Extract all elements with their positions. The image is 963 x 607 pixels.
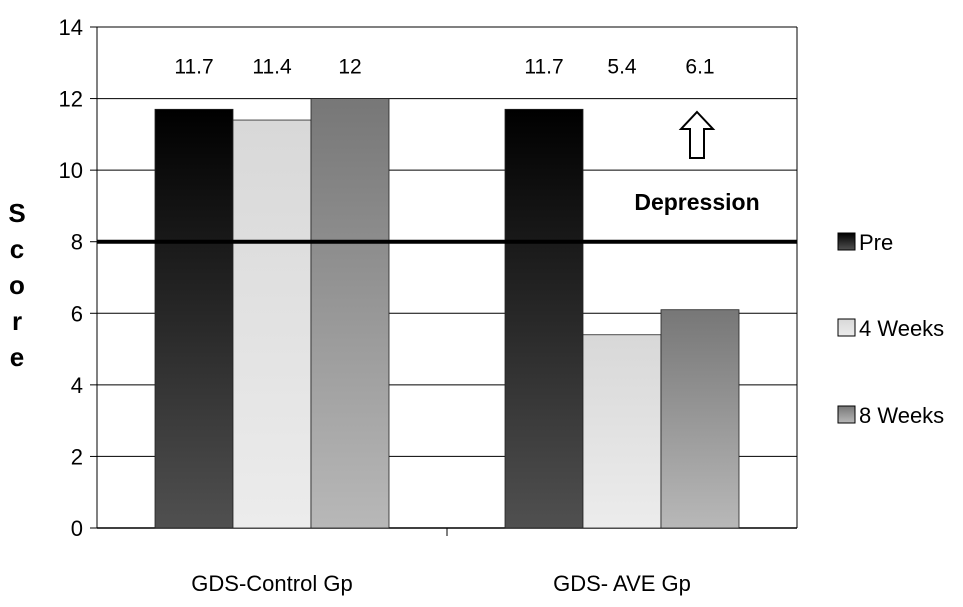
y-tick-label: 10 bbox=[59, 158, 83, 183]
x-category-label: GDS- AVE Gp bbox=[553, 571, 691, 596]
axes: 0 2 4 6 8 10 12 14 GDS-Control Gp GDS- AVE Gp bbox=[59, 15, 798, 596]
depression-threshold: Depression bbox=[97, 110, 797, 244]
legend-swatch bbox=[837, 405, 856, 424]
bar bbox=[660, 309, 740, 529]
y-tick-label: 0 bbox=[71, 516, 83, 541]
data-label: 11.7 bbox=[524, 56, 563, 79]
data-labels: 11.7 11.4 12 11.7 5.4 6.1 bbox=[174, 56, 714, 79]
bar bbox=[582, 334, 662, 529]
bar bbox=[504, 108, 584, 529]
y-tick-label: 12 bbox=[59, 87, 83, 112]
y-tick-label: 2 bbox=[71, 444, 83, 469]
data-label: 6.1 bbox=[685, 56, 714, 79]
y-tick-label: 8 bbox=[71, 230, 83, 255]
bars bbox=[154, 98, 740, 529]
data-label: 11.7 bbox=[174, 56, 213, 79]
legend-label: 8 Weeks bbox=[859, 403, 944, 428]
data-label: 5.4 bbox=[607, 56, 637, 79]
bar bbox=[154, 108, 234, 529]
threshold-label: Depression bbox=[634, 189, 759, 215]
y-tick-label: 4 bbox=[71, 373, 83, 398]
y-tick-label: 6 bbox=[71, 301, 83, 326]
data-label: 12 bbox=[338, 56, 361, 79]
bar bbox=[310, 98, 390, 529]
x-category-label: GDS-Control Gp bbox=[191, 571, 352, 596]
legend: Pre 4 Weeks 8 Weeks bbox=[837, 230, 944, 428]
data-label: 11.4 bbox=[252, 56, 292, 79]
legend-swatch bbox=[837, 318, 856, 337]
legend-swatch bbox=[837, 232, 856, 251]
y-tick-label: 14 bbox=[59, 15, 83, 40]
legend-label: 4 Weeks bbox=[859, 316, 944, 341]
legend-label: Pre bbox=[859, 230, 893, 255]
bar bbox=[232, 119, 312, 529]
up-arrow-icon bbox=[678, 110, 716, 159]
